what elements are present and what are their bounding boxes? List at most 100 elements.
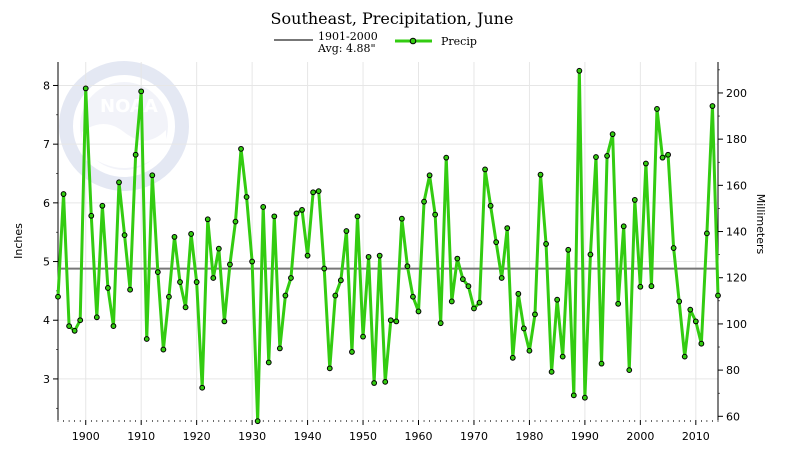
data-point-1952 xyxy=(371,380,378,386)
x-tick-label-1900: 1900 xyxy=(72,430,100,443)
data-point-1943 xyxy=(321,265,328,272)
data-point-2002 xyxy=(648,283,655,290)
data-point-1922 xyxy=(204,216,211,223)
y2-tick-label-120: 120 xyxy=(726,272,747,285)
data-point-1972 xyxy=(482,166,488,173)
data-point-1926 xyxy=(227,261,233,268)
data-point-1976 xyxy=(504,225,511,231)
data-point-1896 xyxy=(60,191,67,197)
data-point-1977 xyxy=(509,354,516,361)
data-point-1936 xyxy=(282,292,289,299)
x-tick-label-1960: 1960 xyxy=(405,430,433,443)
data-point-1988 xyxy=(570,392,577,399)
data-point-1987 xyxy=(565,246,572,253)
data-point-1982 xyxy=(537,171,544,178)
data-point-1919 xyxy=(188,231,195,237)
data-point-1897 xyxy=(66,323,72,329)
data-point-1933 xyxy=(265,359,272,366)
data-point-1912 xyxy=(149,172,156,179)
data-point-1955 xyxy=(387,317,394,324)
data-point-1908 xyxy=(127,286,134,293)
data-point-1971 xyxy=(476,299,483,306)
data-point-1956 xyxy=(393,318,400,325)
data-point-1934 xyxy=(271,213,278,220)
y-tick-label-7: 7 xyxy=(43,138,50,151)
y-tick-label-6: 6 xyxy=(43,197,50,210)
data-point-1927 xyxy=(232,218,239,225)
data-point-1998 xyxy=(626,367,633,374)
data-point-1899 xyxy=(77,317,84,324)
data-point-1974 xyxy=(493,239,500,246)
data-point-1963 xyxy=(432,211,439,218)
legend: 1901-2000 Avg: 4.88" Precip xyxy=(274,30,477,55)
data-point-2000 xyxy=(637,283,644,290)
x-tick-label-1980: 1980 xyxy=(515,430,543,443)
data-point-2014 xyxy=(715,292,721,299)
noaa-logo-watermark: NOAA xyxy=(59,61,189,191)
data-point-1964 xyxy=(437,320,444,327)
data-point-1944 xyxy=(326,365,333,372)
data-point-1895 xyxy=(55,293,61,300)
y2-tick-label-180: 180 xyxy=(726,133,747,146)
data-point-2012 xyxy=(704,230,710,237)
data-point-1970 xyxy=(471,305,477,312)
data-point-1969 xyxy=(465,283,472,290)
data-point-1992 xyxy=(593,154,599,160)
data-point-2008 xyxy=(681,353,688,360)
data-point-1918 xyxy=(182,304,189,311)
data-point-1905 xyxy=(110,323,117,329)
data-point-2004 xyxy=(659,154,666,161)
data-point-1924 xyxy=(215,245,222,252)
x-tick-label-1940: 1940 xyxy=(294,430,322,443)
data-point-1985 xyxy=(554,296,561,303)
data-point-1941 xyxy=(310,189,317,196)
data-point-1904 xyxy=(105,285,111,291)
data-point-1903 xyxy=(99,202,106,209)
data-point-1931 xyxy=(254,418,261,425)
data-point-1989 xyxy=(576,67,583,74)
data-point-1995 xyxy=(609,131,616,138)
x-tick-label-1910: 1910 xyxy=(127,430,155,443)
data-point-1939 xyxy=(299,206,305,213)
data-point-1953 xyxy=(376,252,383,259)
x-tick-label-2010: 2010 xyxy=(682,430,710,443)
data-point-1950 xyxy=(360,333,366,340)
data-point-1994 xyxy=(604,153,610,159)
axis-ticks: 1900 1910 1920 1930 1940 1950 1960 1970 1980 1990… xyxy=(43,69,747,443)
data-point-2013 xyxy=(709,103,716,109)
data-point-1996 xyxy=(615,300,622,307)
data-point-1991 xyxy=(587,251,594,258)
data-point-1917 xyxy=(177,279,183,285)
y2-tick-label-160: 160 xyxy=(726,179,747,192)
x-tick-label-1930: 1930 xyxy=(238,430,266,443)
data-point-1910 xyxy=(138,88,145,95)
data-point-1986 xyxy=(559,353,566,360)
precip-series-line xyxy=(56,69,720,423)
x-tick-label-1990: 1990 xyxy=(571,430,599,443)
data-point-1948 xyxy=(349,349,355,355)
legend-precip-marker xyxy=(409,37,417,45)
data-point-1980 xyxy=(526,347,533,354)
data-point-1965 xyxy=(443,154,450,161)
data-point-1913 xyxy=(154,269,161,276)
data-point-1932 xyxy=(260,204,267,210)
x-tick-label-1920: 1920 xyxy=(183,430,211,443)
data-point-1937 xyxy=(288,275,294,281)
data-point-2005 xyxy=(665,151,671,158)
data-point-1997 xyxy=(620,223,627,230)
data-point-1921 xyxy=(199,384,206,391)
data-point-1947 xyxy=(343,228,350,234)
data-point-1914 xyxy=(160,346,167,353)
data-point-1902 xyxy=(93,314,100,321)
data-point-1949 xyxy=(354,213,361,220)
legend-average-label-line1: 1901-2000 xyxy=(318,30,378,43)
data-point-1954 xyxy=(382,378,389,385)
y-tick-label-3: 3 xyxy=(43,373,50,386)
data-point-1909 xyxy=(132,151,139,158)
x-tick-label-1950: 1950 xyxy=(349,430,377,443)
y2-tick-label-100: 100 xyxy=(726,318,747,331)
data-point-2011 xyxy=(698,340,705,347)
data-point-1958 xyxy=(404,263,411,270)
data-point-1898 xyxy=(71,327,78,334)
data-point-1967 xyxy=(454,255,461,262)
